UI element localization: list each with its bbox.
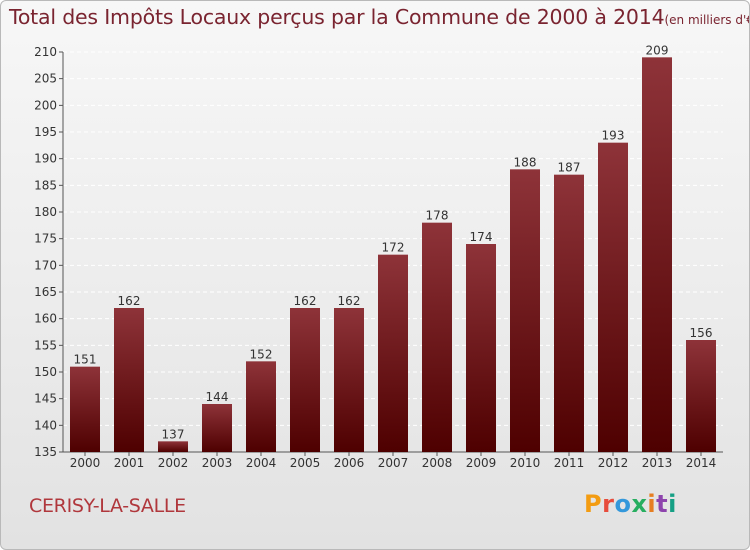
x-tick-labels: 2000 2001 2002 2003 2004 2005 2006 2007 2008 2009… xyxy=(70,456,717,470)
x-tick-label: 2009 xyxy=(466,456,497,470)
data-label: 178 xyxy=(426,209,449,223)
y-tick-label: 145 xyxy=(34,392,57,406)
bar xyxy=(290,308,320,452)
proxiti-logo: Proxiti xyxy=(584,490,677,518)
data-label: 162 xyxy=(294,294,317,308)
bar xyxy=(202,404,232,452)
logo-letter: t xyxy=(656,490,669,518)
y-tick-label: 200 xyxy=(34,98,57,112)
data-label: 193 xyxy=(602,129,625,143)
bars xyxy=(70,57,716,453)
y-tick-label: 180 xyxy=(34,205,57,219)
logo-letter: i xyxy=(668,490,677,518)
x-tick-label: 2006 xyxy=(334,456,365,470)
data-label: 144 xyxy=(206,390,229,404)
chart-title: Total des Impôts Locaux perçus par la Co… xyxy=(9,5,750,29)
bar xyxy=(598,142,628,452)
x-tick-label: 2012 xyxy=(598,456,629,470)
x-tick-label: 2007 xyxy=(378,456,409,470)
bar xyxy=(158,441,188,452)
bar xyxy=(114,308,144,452)
bar xyxy=(466,244,496,452)
logo-letter: P xyxy=(584,490,603,518)
x-tick-label: 2008 xyxy=(422,456,453,470)
x-tick-label: 2013 xyxy=(642,456,673,470)
x-tick-label: 2004 xyxy=(246,456,277,470)
y-tick-label: 140 xyxy=(34,418,57,432)
bar xyxy=(334,308,364,452)
bar xyxy=(510,169,540,453)
x-tick-label: 2011 xyxy=(554,456,585,470)
data-label: 187 xyxy=(558,161,581,175)
data-labels: 151 162 137 144 152 162 162 172 178 174 188 187 193 2… xyxy=(74,43,713,441)
bar xyxy=(642,57,672,452)
data-label: 152 xyxy=(250,347,273,361)
logo-letter: o xyxy=(614,490,632,518)
y-tick-label: 175 xyxy=(34,232,57,246)
data-label: 137 xyxy=(162,427,185,441)
data-label: 151 xyxy=(74,353,97,367)
y-tick-label: 135 xyxy=(34,445,57,459)
chart-title-text: Total des Impôts Locaux perçus par la Co… xyxy=(9,5,665,29)
y-tick-label: 150 xyxy=(34,365,57,379)
x-tick-label: 2010 xyxy=(510,456,541,470)
data-label: 174 xyxy=(470,230,493,244)
logo-letter: r xyxy=(602,490,615,518)
data-label: 188 xyxy=(514,155,537,169)
data-label: 172 xyxy=(382,241,405,255)
data-label: 156 xyxy=(690,326,713,340)
x-tick-label: 2005 xyxy=(290,456,321,470)
x-tick-label: 2003 xyxy=(202,456,233,470)
y-tick-label: 165 xyxy=(34,285,57,299)
bar xyxy=(246,361,276,452)
y-tick-labels: 135 140 145 150 155 160 165 170 175 180 185 190 195 2… xyxy=(34,45,57,459)
y-tick-label: 210 xyxy=(34,45,57,59)
bar xyxy=(70,366,100,452)
data-label: 162 xyxy=(118,294,141,308)
x-tick-label: 2000 xyxy=(70,456,101,470)
bar xyxy=(378,254,408,452)
chart-unit: (en milliers d'€) xyxy=(664,13,750,27)
bar xyxy=(422,222,452,452)
logo-letter: i xyxy=(647,490,657,518)
x-tick-label: 2001 xyxy=(114,456,145,470)
data-label: 162 xyxy=(338,294,361,308)
x-tick-label: 2002 xyxy=(158,456,189,470)
commune-name: CERISY-LA-SALLE xyxy=(29,495,186,517)
y-tick-label: 170 xyxy=(34,258,57,272)
x-tick-label: 2014 xyxy=(686,456,717,470)
y-tick-label: 195 xyxy=(34,125,57,139)
logo-letter: x xyxy=(631,490,648,518)
y-tick-label: 155 xyxy=(34,338,57,352)
bar xyxy=(686,340,716,452)
data-label: 209 xyxy=(646,43,669,57)
bar xyxy=(554,174,584,452)
y-tick-label: 160 xyxy=(34,312,57,326)
y-tick-label: 205 xyxy=(34,72,57,86)
y-tick-label: 185 xyxy=(34,178,57,192)
y-tick-label: 190 xyxy=(34,152,57,166)
